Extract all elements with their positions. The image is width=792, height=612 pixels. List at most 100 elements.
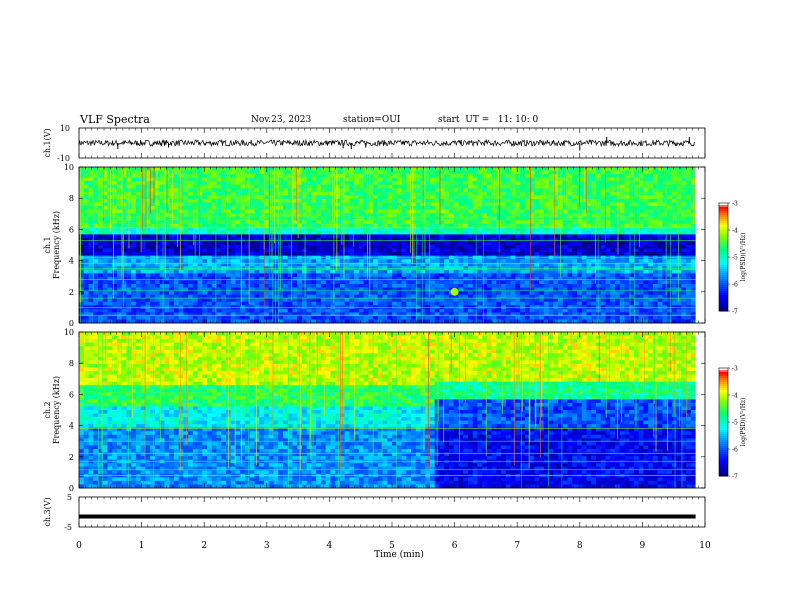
spectrogram-cell bbox=[292, 184, 298, 189]
spectrogram-cell bbox=[591, 167, 597, 171]
spectrogram-cell bbox=[472, 202, 478, 207]
spectrogram-cell bbox=[354, 223, 360, 228]
spectrogram-cell bbox=[263, 308, 270, 313]
spectrogram-cell bbox=[482, 312, 488, 317]
spectrogram-cell bbox=[88, 248, 94, 253]
spectrogram-cell bbox=[363, 191, 369, 196]
spectrogram-cell bbox=[524, 202, 530, 207]
spectrogram-cell bbox=[249, 248, 255, 253]
spectrogram-cell bbox=[467, 269, 474, 274]
spectrogram-cell bbox=[183, 312, 189, 317]
spectrogram-cell bbox=[230, 308, 236, 313]
spectrogram-cell bbox=[278, 291, 284, 296]
spectrogram-cell bbox=[596, 184, 602, 189]
spectrogram-cell bbox=[524, 312, 530, 317]
spectrogram-cell bbox=[406, 298, 412, 303]
spectrogram-cell bbox=[221, 252, 227, 257]
spectrogram-cell bbox=[491, 276, 497, 281]
spectrogram-cell bbox=[112, 284, 118, 288]
spectrogram-cell bbox=[577, 223, 583, 228]
spectrogram-cell bbox=[567, 319, 573, 324]
spectrogram-cell bbox=[216, 291, 222, 296]
spectrogram-cell bbox=[249, 227, 255, 232]
spectrogram-cell bbox=[581, 294, 587, 299]
spectrogram-cell bbox=[306, 298, 312, 303]
spectrogram-cell bbox=[368, 167, 374, 171]
spectrogram-cell bbox=[140, 230, 146, 235]
spectrogram-cell bbox=[287, 227, 293, 232]
spectrogram-cell bbox=[600, 241, 606, 246]
spectrogram-cell bbox=[586, 319, 592, 324]
spectrogram-cell bbox=[273, 273, 279, 278]
spectrogram-cell bbox=[202, 259, 208, 264]
spectrogram-cell bbox=[534, 167, 540, 171]
spectrogram-cell bbox=[610, 319, 616, 324]
spectrogram-cell bbox=[429, 262, 436, 267]
spectrogram-cell bbox=[235, 227, 241, 232]
spectrogram-cell bbox=[249, 181, 255, 186]
spectrogram-cell bbox=[543, 273, 549, 278]
spectrogram-cell bbox=[501, 209, 507, 214]
spectrogram-cell bbox=[79, 319, 85, 324]
spectrogram-cell bbox=[477, 184, 483, 189]
spectrogram-cell bbox=[553, 206, 559, 210]
spectrogram-cell bbox=[501, 170, 507, 175]
spectrogram-cell bbox=[221, 198, 227, 203]
spectrogram-cell bbox=[448, 237, 455, 242]
spectrogram-cell bbox=[287, 319, 293, 324]
spectrogram-cell bbox=[169, 262, 175, 267]
spectrogram-cell bbox=[116, 312, 123, 317]
spectrogram-cell bbox=[297, 280, 303, 285]
spectrogram-cell bbox=[197, 298, 203, 303]
spectrogram-cell bbox=[510, 248, 516, 253]
spectrogram-cell bbox=[112, 241, 118, 246]
spectrogram-cell bbox=[173, 198, 180, 203]
spectrogram-cell bbox=[320, 308, 327, 313]
spectrogram-cell bbox=[121, 262, 127, 267]
spectrogram-cell bbox=[581, 230, 587, 235]
spectrogram-cell bbox=[505, 234, 512, 239]
spectrogram-cell bbox=[140, 170, 146, 175]
spectrogram-cell bbox=[558, 308, 564, 313]
spectrogram-cell bbox=[482, 291, 488, 296]
spectrogram-cell bbox=[306, 291, 312, 296]
spectrogram-cell bbox=[349, 230, 355, 235]
spectrogram-cell bbox=[207, 284, 213, 288]
spectrogram-cell bbox=[382, 237, 388, 242]
spectrogram-cell bbox=[282, 230, 289, 235]
spectrogram-cell bbox=[235, 223, 241, 228]
spectrogram-cell bbox=[230, 262, 236, 267]
spectrogram-cell bbox=[316, 237, 322, 242]
spectrogram-cell bbox=[529, 284, 535, 288]
spectrogram-cell bbox=[235, 319, 241, 324]
spectrogram-cell bbox=[140, 167, 146, 171]
spectrogram-cell bbox=[88, 170, 94, 175]
spectrogram-cell bbox=[382, 174, 388, 179]
spectrogram-cell bbox=[401, 252, 407, 257]
spectrogram-cell bbox=[482, 298, 488, 303]
spectrogram-cell bbox=[543, 237, 549, 242]
spectrogram-cell bbox=[83, 308, 89, 313]
spectrogram-cell bbox=[358, 276, 364, 281]
spectrogram-cell bbox=[83, 184, 89, 189]
spectrogram-cell bbox=[543, 319, 549, 324]
spectrogram-cell bbox=[150, 181, 156, 186]
spectrogram-cell bbox=[420, 220, 426, 225]
spectrogram-cell bbox=[354, 259, 360, 264]
spectrogram-cell bbox=[524, 170, 530, 175]
spectrogram-cell bbox=[259, 287, 265, 292]
spectrogram-cell bbox=[207, 223, 213, 228]
spectrogram-cell bbox=[226, 276, 232, 281]
spectrogram-cell bbox=[154, 294, 161, 299]
spectrogram-cell bbox=[88, 245, 94, 249]
spectrogram-cell bbox=[102, 177, 108, 182]
spectrogram-cell bbox=[131, 167, 137, 171]
spectrogram-cell bbox=[83, 294, 89, 299]
spectrogram-cell bbox=[154, 252, 161, 257]
spectrogram-cell bbox=[505, 177, 512, 182]
spectrogram-cell bbox=[387, 245, 393, 249]
spectrogram-cell bbox=[154, 319, 161, 324]
spectrogram-cell bbox=[543, 315, 549, 320]
spectrogram-cell bbox=[396, 230, 402, 235]
spectrogram-cell bbox=[97, 241, 104, 246]
